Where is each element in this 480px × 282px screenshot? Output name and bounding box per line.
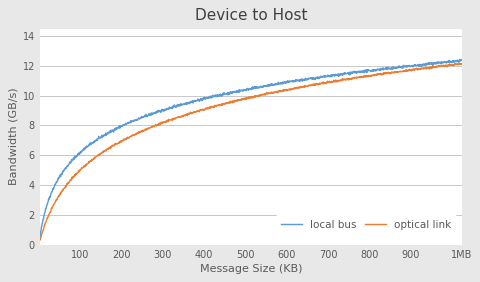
local bus [232,90,238,93]
local bus [37,235,43,239]
Title: Device to Host: Device to Host [194,8,306,23]
local bus [86,142,92,146]
optical link [224,102,230,105]
optical link [276,90,282,93]
optical link [458,62,464,65]
Line: optical link: optical link [40,63,461,240]
optical link [216,103,221,107]
optical link [456,61,461,65]
Line: local bus: local bus [40,60,461,237]
local bus [276,81,282,85]
local bus [70,158,75,162]
local bus [456,58,462,61]
optical link [86,160,92,163]
local bus [216,93,221,96]
Legend: local bus, optical link: local bus, optical link [276,215,456,235]
optical link [37,239,43,242]
local bus [458,59,464,62]
X-axis label: Message Size (KB): Message Size (KB) [199,264,301,274]
optical link [70,176,75,180]
optical link [232,99,238,103]
local bus [224,91,230,94]
Y-axis label: Bandwidth (GB/s): Bandwidth (GB/s) [8,88,18,186]
